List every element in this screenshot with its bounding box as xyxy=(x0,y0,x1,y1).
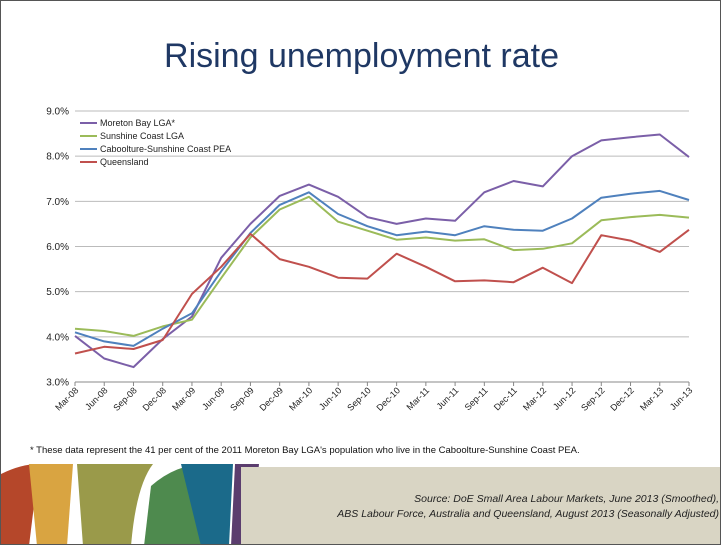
legend-label: Caboolture-Sunshine Coast PEA xyxy=(100,144,231,154)
x-tick-label: Sep-12 xyxy=(579,385,607,413)
series-line-moreton-bay-lga xyxy=(74,133,690,369)
y-tick-label: 5.0% xyxy=(46,287,69,298)
x-tick-label: Jun-08 xyxy=(83,385,110,412)
source-box: Source: DoE Small Area Labour Markets, J… xyxy=(241,467,720,544)
legend-label: Queensland xyxy=(100,157,149,167)
x-tick-label: Jun-11 xyxy=(434,385,460,411)
decor-stripe xyxy=(181,464,233,544)
legend-label: Moreton Bay LGA* xyxy=(100,118,176,128)
x-tick-label: Jun-13 xyxy=(668,385,695,412)
y-tick-label: 7.0% xyxy=(46,197,69,208)
decorative-stripes xyxy=(1,464,259,544)
series-line-queensland xyxy=(74,229,690,355)
source-line-1: Source: DoE Small Area Labour Markets, J… xyxy=(414,493,719,505)
decor-stripe xyxy=(1,464,39,544)
x-tick-label: Jun-12 xyxy=(551,385,578,412)
y-tick-label: 9.0% xyxy=(46,107,69,118)
y-tick-label: 6.0% xyxy=(46,242,69,253)
x-tick-label: Sep-09 xyxy=(228,385,256,413)
x-tick-label: Dec-09 xyxy=(257,385,285,413)
x-tick-label: Mar-11 xyxy=(405,385,432,412)
unemployment-line-chart: 3.0% 4.0% 5.0% 6.0% 7.0% 8.0% 9.0% Mar-08 Jun-08… xyxy=(46,107,695,413)
x-tick-label: Dec-11 xyxy=(492,385,519,412)
x-tick-label: Dec-10 xyxy=(374,385,402,413)
decor-stripe xyxy=(77,464,153,544)
y-tick-label: 3.0% xyxy=(46,378,69,389)
y-tick-label: 4.0% xyxy=(46,332,69,343)
x-tick-label: Sep-08 xyxy=(111,385,139,413)
x-tick-label: Mar-12 xyxy=(521,385,548,412)
x-tick-label: Mar-08 xyxy=(53,385,80,412)
slide-title: Rising unemployment rate xyxy=(164,37,559,75)
series-line-caboolture-sunshine-coast-pea xyxy=(74,189,690,347)
source-line-2: ABS Labour Force, Australia and Queensla… xyxy=(337,508,719,520)
x-tick-label: Jun-10 xyxy=(317,385,344,412)
x-tick-label: Dec-12 xyxy=(608,385,636,413)
legend-label: Sunshine Coast LGA xyxy=(100,131,184,141)
x-tick-label: Sep-10 xyxy=(345,385,373,413)
decor-stripe xyxy=(29,464,73,544)
source-citation: Source: DoE Small Area Labour Markets, J… xyxy=(337,492,719,522)
x-tick-label: Mar-10 xyxy=(287,385,314,412)
x-tick-label: Jun-09 xyxy=(200,385,227,412)
series-line-sunshine-coast-lga xyxy=(74,195,690,337)
x-tick-label: Mar-13 xyxy=(638,385,665,412)
footnote: * These data represent the 41 per cent o… xyxy=(30,445,580,456)
x-tick-label: Dec-08 xyxy=(141,385,169,413)
x-tick-label: Mar-09 xyxy=(170,385,197,412)
x-tick-label: Sep-11 xyxy=(463,385,490,412)
y-tick-label: 8.0% xyxy=(46,152,69,163)
